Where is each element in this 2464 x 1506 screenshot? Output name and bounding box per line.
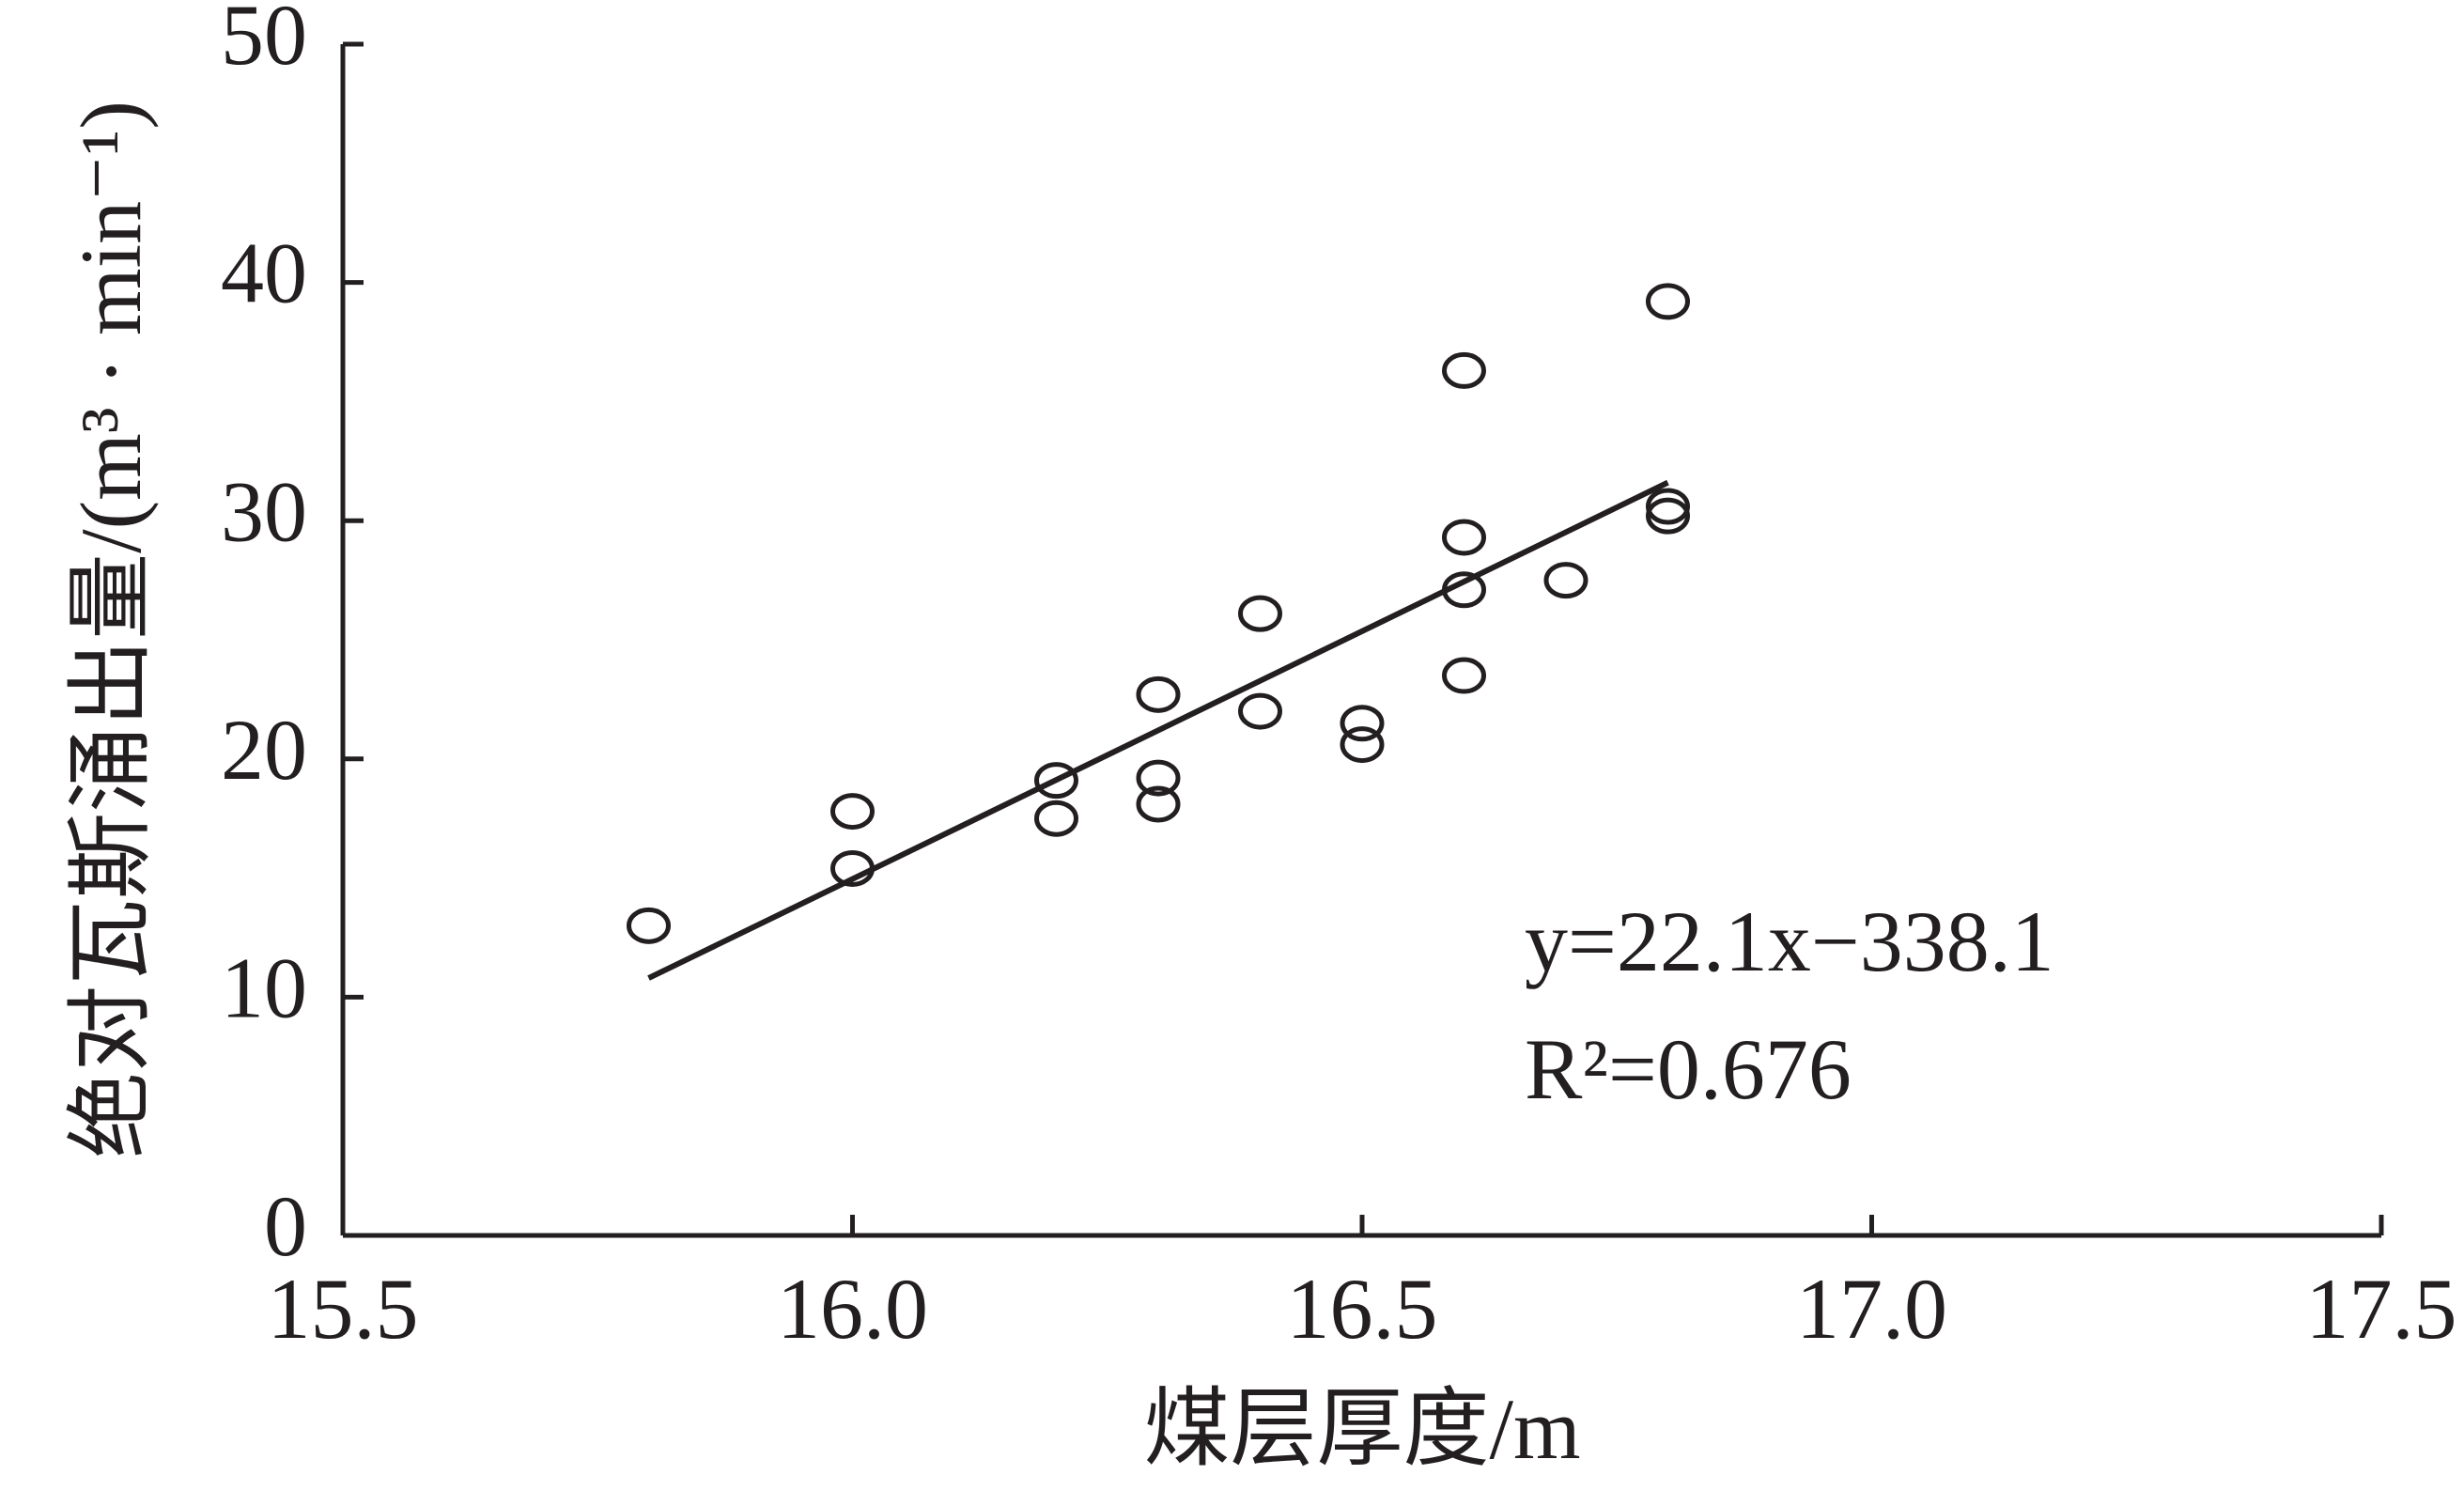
x-tick-label: 17.0 [1796, 1261, 1947, 1357]
y-axis-title: 绝对瓦斯涌出量/(m³ · min⁻¹) [63, 101, 159, 1158]
point [1136, 785, 1181, 823]
equation: y=22.1x−338.1 [1525, 893, 2054, 989]
point [1136, 759, 1181, 797]
y-tick-label: 20 [221, 702, 307, 798]
x-tick-label: 17.5 [2306, 1261, 2457, 1357]
point [1442, 657, 1486, 694]
y-tick-label: 10 [221, 940, 307, 1036]
point [1034, 762, 1078, 800]
point [1442, 519, 1486, 556]
y-tick-label: 0 [264, 1178, 307, 1274]
point [1646, 488, 1690, 525]
point [1034, 800, 1078, 837]
point [830, 793, 875, 831]
y-tick-label: 50 [221, 0, 307, 83]
point [1646, 497, 1690, 535]
r-squared: R²=0.676 [1525, 1021, 1852, 1117]
point [1238, 692, 1282, 730]
y-tick-label: 30 [221, 463, 307, 559]
point [1238, 595, 1282, 632]
point [1646, 283, 1690, 320]
point [1340, 705, 1385, 742]
point [1136, 675, 1181, 713]
point [1442, 351, 1486, 389]
x-tick-label: 16.5 [1287, 1261, 1438, 1357]
trend-line [647, 479, 1669, 981]
x-axis-title: 煤层厚度/m [1143, 1381, 1580, 1477]
x-tick-label: 15.5 [268, 1261, 419, 1357]
x-tick-label: 16.0 [777, 1261, 928, 1357]
point [1340, 726, 1385, 764]
y-tick-label: 40 [221, 225, 307, 321]
point [1543, 562, 1588, 599]
point [627, 907, 671, 944]
